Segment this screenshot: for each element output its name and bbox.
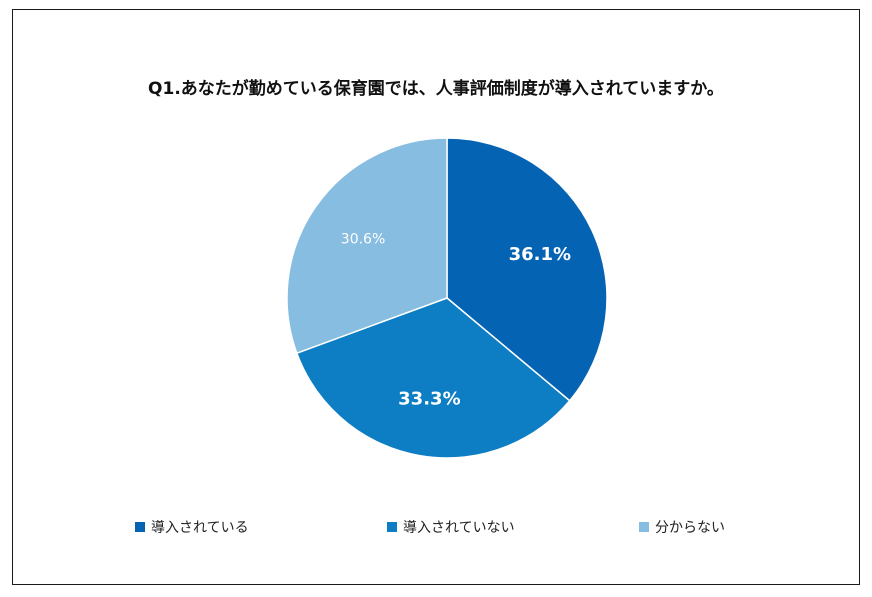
legend: 導入されている 導入されていない 分からない: [13, 517, 861, 541]
legend-label: 導入されている: [151, 520, 249, 536]
legend-label: 導入されていない: [403, 520, 515, 536]
legend-item-導入されていない: 導入されていない: [387, 517, 515, 537]
chart-title: Q1.あなたが勤めている保育園では、人事評価制度が導入されていますか。: [148, 79, 724, 99]
legend-item-導入されている: 導入されている: [135, 517, 249, 537]
pie-data-label-導入されていない: 33.3%: [398, 388, 460, 409]
legend-label: 分からない: [655, 520, 725, 536]
legend-swatch-導入されていない: [387, 522, 397, 532]
legend-item-分からない: 分からない: [639, 517, 725, 537]
pie-data-label-分からない: 30.6%: [341, 231, 385, 247]
pie-chart: 36.1% 33.3% 30.6%: [286, 137, 608, 459]
pie-slice-導入されている: [446, 137, 608, 402]
pie-labels: 36.1% 33.3% 30.6%: [341, 231, 571, 409]
pie-slice-導入されていない: [295, 297, 571, 459]
pie-data-label-導入されている: 36.1%: [509, 244, 571, 265]
chart-frame: Q1.あなたが勤めている保育園では、人事評価制度が導入されていますか。 36.1…: [12, 9, 860, 585]
legend-swatch-分からない: [639, 522, 649, 532]
pie-slices: [286, 137, 608, 459]
legend-swatch-導入されている: [135, 522, 145, 532]
pie-slice-分からない: [286, 137, 448, 355]
